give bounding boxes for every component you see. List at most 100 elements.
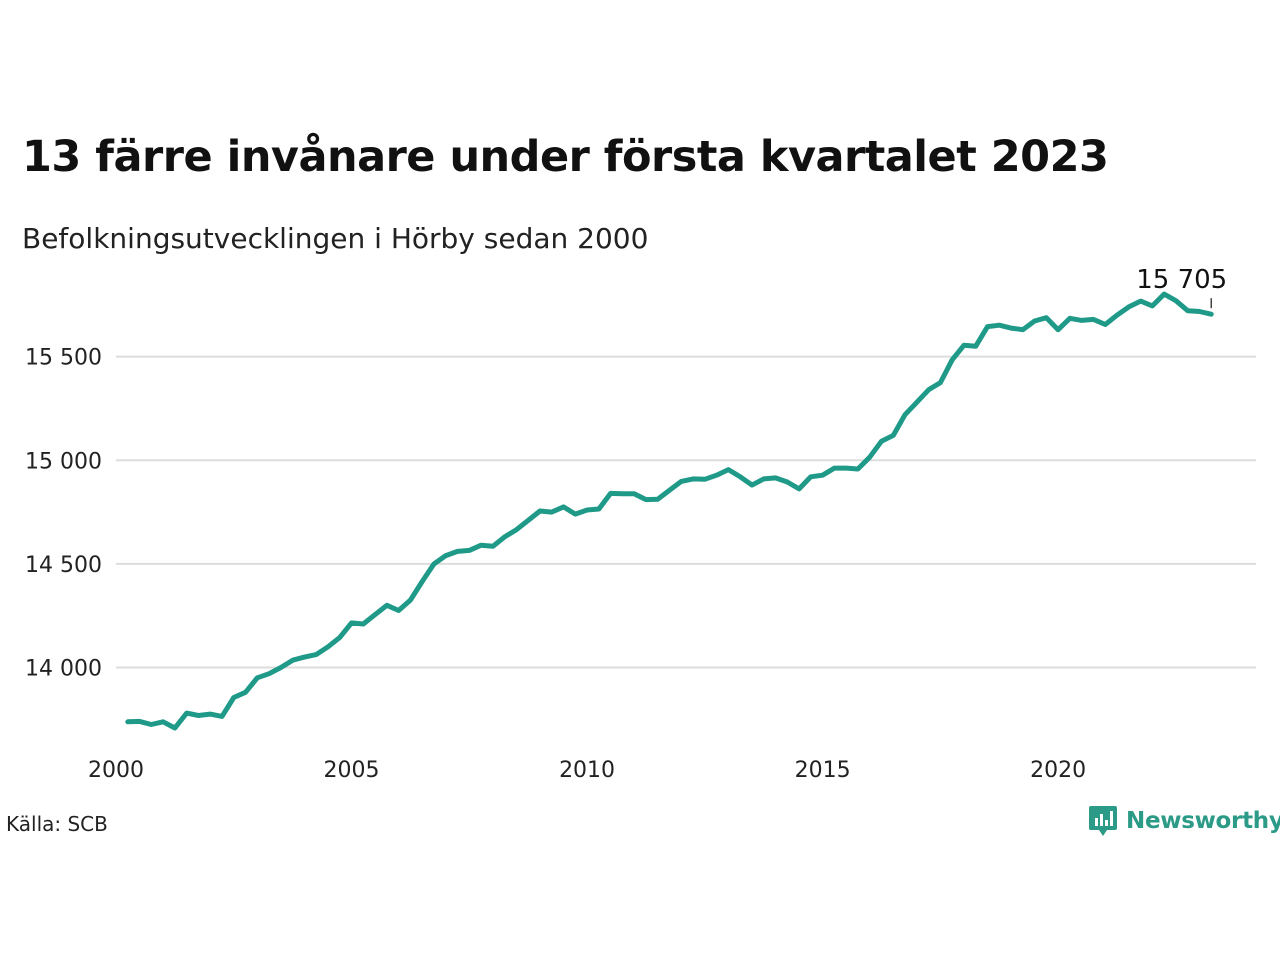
data-point bbox=[219, 714, 224, 719]
y-axis-labels: 14 000 14 500 15 000 15 500 bbox=[25, 346, 102, 682]
data-point bbox=[1138, 299, 1143, 304]
data-point bbox=[526, 518, 531, 523]
data-point bbox=[231, 695, 236, 700]
data-point bbox=[467, 548, 472, 553]
x-axis-labels: 2000 2005 2010 2015 2020 bbox=[88, 758, 1086, 783]
data-point bbox=[267, 671, 272, 676]
end-value-label: 15 705 bbox=[1136, 265, 1227, 295]
data-point bbox=[1209, 312, 1214, 317]
data-point bbox=[361, 621, 366, 626]
data-point bbox=[149, 722, 154, 727]
data-point bbox=[808, 474, 813, 479]
data-point bbox=[620, 491, 625, 496]
y-tick-label: 14 000 bbox=[25, 656, 102, 681]
data-point bbox=[820, 473, 825, 478]
newsworthy-logo-icon bbox=[1089, 806, 1117, 836]
data-point bbox=[1079, 318, 1084, 323]
data-point bbox=[832, 466, 837, 471]
brand-logo: Newsworthy bbox=[1088, 804, 1280, 838]
data-point bbox=[302, 655, 307, 660]
data-point bbox=[255, 675, 260, 680]
data-point bbox=[926, 387, 931, 392]
data-point bbox=[879, 439, 884, 444]
data-point bbox=[961, 343, 966, 348]
data-point bbox=[973, 344, 978, 349]
data-point bbox=[785, 480, 790, 485]
data-point bbox=[914, 400, 919, 405]
data-point bbox=[384, 603, 389, 608]
data-point bbox=[208, 712, 213, 717]
data-point bbox=[950, 357, 955, 362]
y-tick-label: 15 500 bbox=[25, 346, 102, 371]
data-point bbox=[749, 483, 754, 488]
data-point bbox=[1126, 304, 1131, 309]
data-point bbox=[431, 561, 436, 566]
data-point bbox=[125, 719, 130, 724]
data-point bbox=[867, 455, 872, 460]
data-point bbox=[655, 497, 660, 502]
brand-name: Newsworthy bbox=[1126, 808, 1280, 834]
data-point bbox=[679, 479, 684, 484]
data-point bbox=[773, 475, 778, 480]
data-point bbox=[1067, 316, 1072, 321]
data-point bbox=[761, 476, 766, 481]
data-point bbox=[396, 608, 401, 613]
data-point bbox=[643, 497, 648, 502]
data-point bbox=[1197, 309, 1202, 314]
data-point bbox=[596, 506, 601, 511]
data-point bbox=[325, 644, 330, 649]
data-point bbox=[420, 579, 425, 584]
data-point bbox=[726, 467, 731, 472]
gridlines bbox=[116, 355, 1256, 669]
data-point bbox=[891, 433, 896, 438]
y-tick-label: 15 000 bbox=[25, 449, 102, 474]
data-point bbox=[1032, 319, 1037, 324]
data-point bbox=[702, 477, 707, 482]
data-point bbox=[585, 508, 590, 513]
data-point bbox=[561, 504, 566, 509]
data-point bbox=[373, 612, 378, 617]
y-tick-label: 14 500 bbox=[25, 553, 102, 578]
data-point bbox=[1115, 313, 1120, 318]
data-point bbox=[997, 323, 1002, 328]
chart-title: 13 färre invånare under första kvartalet… bbox=[22, 132, 1109, 182]
series-line bbox=[125, 291, 1214, 731]
data-point bbox=[549, 510, 554, 515]
data-point bbox=[1020, 327, 1025, 332]
x-tick-label: 2010 bbox=[559, 758, 615, 783]
data-point bbox=[314, 652, 319, 657]
data-point bbox=[243, 690, 248, 695]
data-point bbox=[161, 719, 166, 724]
data-point bbox=[1173, 298, 1178, 303]
data-point bbox=[903, 412, 908, 417]
x-tick-label: 2000 bbox=[88, 758, 144, 783]
data-point bbox=[479, 543, 484, 548]
data-point bbox=[938, 380, 943, 385]
data-point bbox=[196, 713, 201, 718]
data-point bbox=[443, 553, 448, 558]
data-point bbox=[738, 474, 743, 479]
data-point bbox=[408, 598, 413, 603]
data-point bbox=[1009, 326, 1014, 331]
data-point bbox=[337, 635, 342, 640]
data-point bbox=[855, 466, 860, 471]
data-point bbox=[797, 486, 802, 491]
data-point bbox=[667, 488, 672, 493]
data-point bbox=[1185, 308, 1190, 313]
data-point bbox=[608, 491, 613, 496]
x-tick-label: 2015 bbox=[795, 758, 851, 783]
data-point bbox=[490, 544, 495, 549]
data-point bbox=[1044, 315, 1049, 320]
data-point bbox=[714, 473, 719, 478]
data-point bbox=[137, 719, 142, 724]
source-note: Källa: SCB bbox=[6, 812, 108, 836]
data-point bbox=[1103, 322, 1108, 327]
x-tick-label: 2005 bbox=[324, 758, 380, 783]
data-point bbox=[290, 658, 295, 663]
data-point bbox=[691, 476, 696, 481]
data-point bbox=[502, 534, 507, 539]
data-point bbox=[1056, 327, 1061, 332]
data-point bbox=[844, 466, 849, 471]
data-point bbox=[537, 509, 542, 514]
